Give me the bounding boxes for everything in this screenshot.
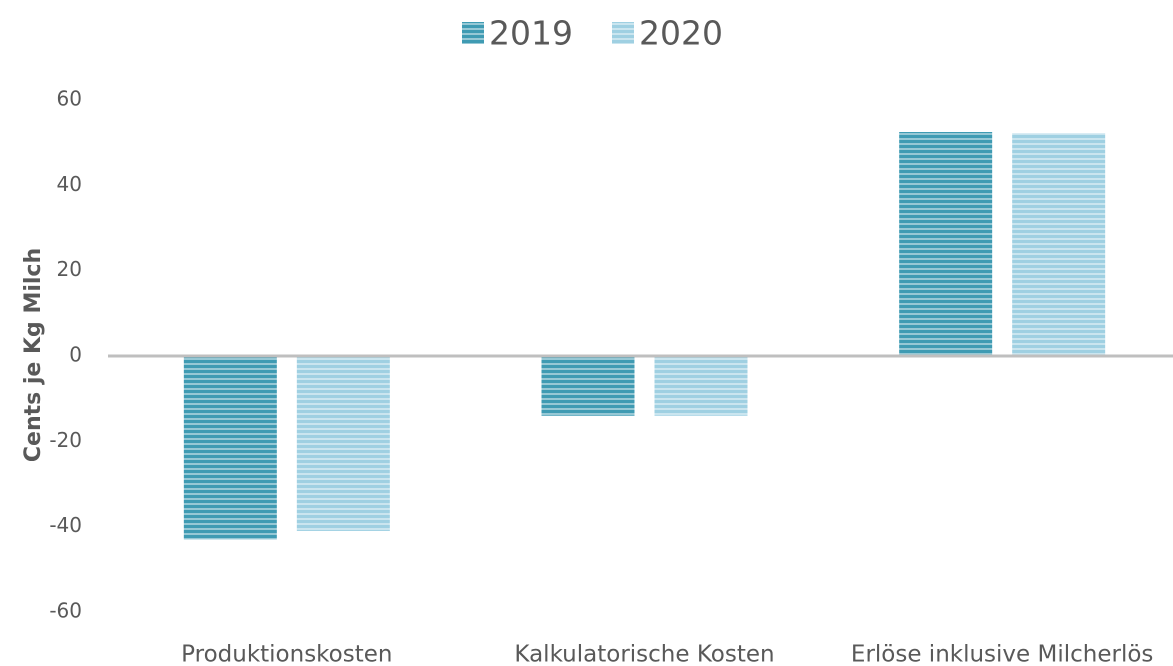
legend-swatch	[462, 22, 484, 44]
y-tick-label: 40	[57, 172, 82, 196]
bar	[654, 356, 748, 416]
x-tick-label: Erlöse inklusive Milcherlös	[851, 642, 1154, 666]
bar	[899, 132, 993, 356]
y-tick-label: -20	[49, 428, 82, 452]
y-tick-label: 60	[57, 87, 82, 111]
y-tick-label: 0	[69, 343, 82, 367]
legend-label: 2019	[489, 14, 573, 53]
bar	[183, 356, 277, 540]
y-axis-title: Cents je Kg Milch	[21, 248, 46, 462]
x-tick-label: Produktionskosten	[181, 642, 392, 666]
y-tick-label: 20	[57, 257, 82, 281]
bar	[1012, 133, 1106, 356]
x-tick-label: Kalkulatorische Kosten	[514, 642, 774, 666]
y-tick-label: -60	[49, 599, 82, 623]
bar	[541, 356, 635, 416]
legend-swatch	[612, 22, 634, 44]
y-tick-label: -40	[49, 513, 82, 537]
legend-label: 2020	[639, 14, 723, 53]
bar	[296, 356, 390, 531]
